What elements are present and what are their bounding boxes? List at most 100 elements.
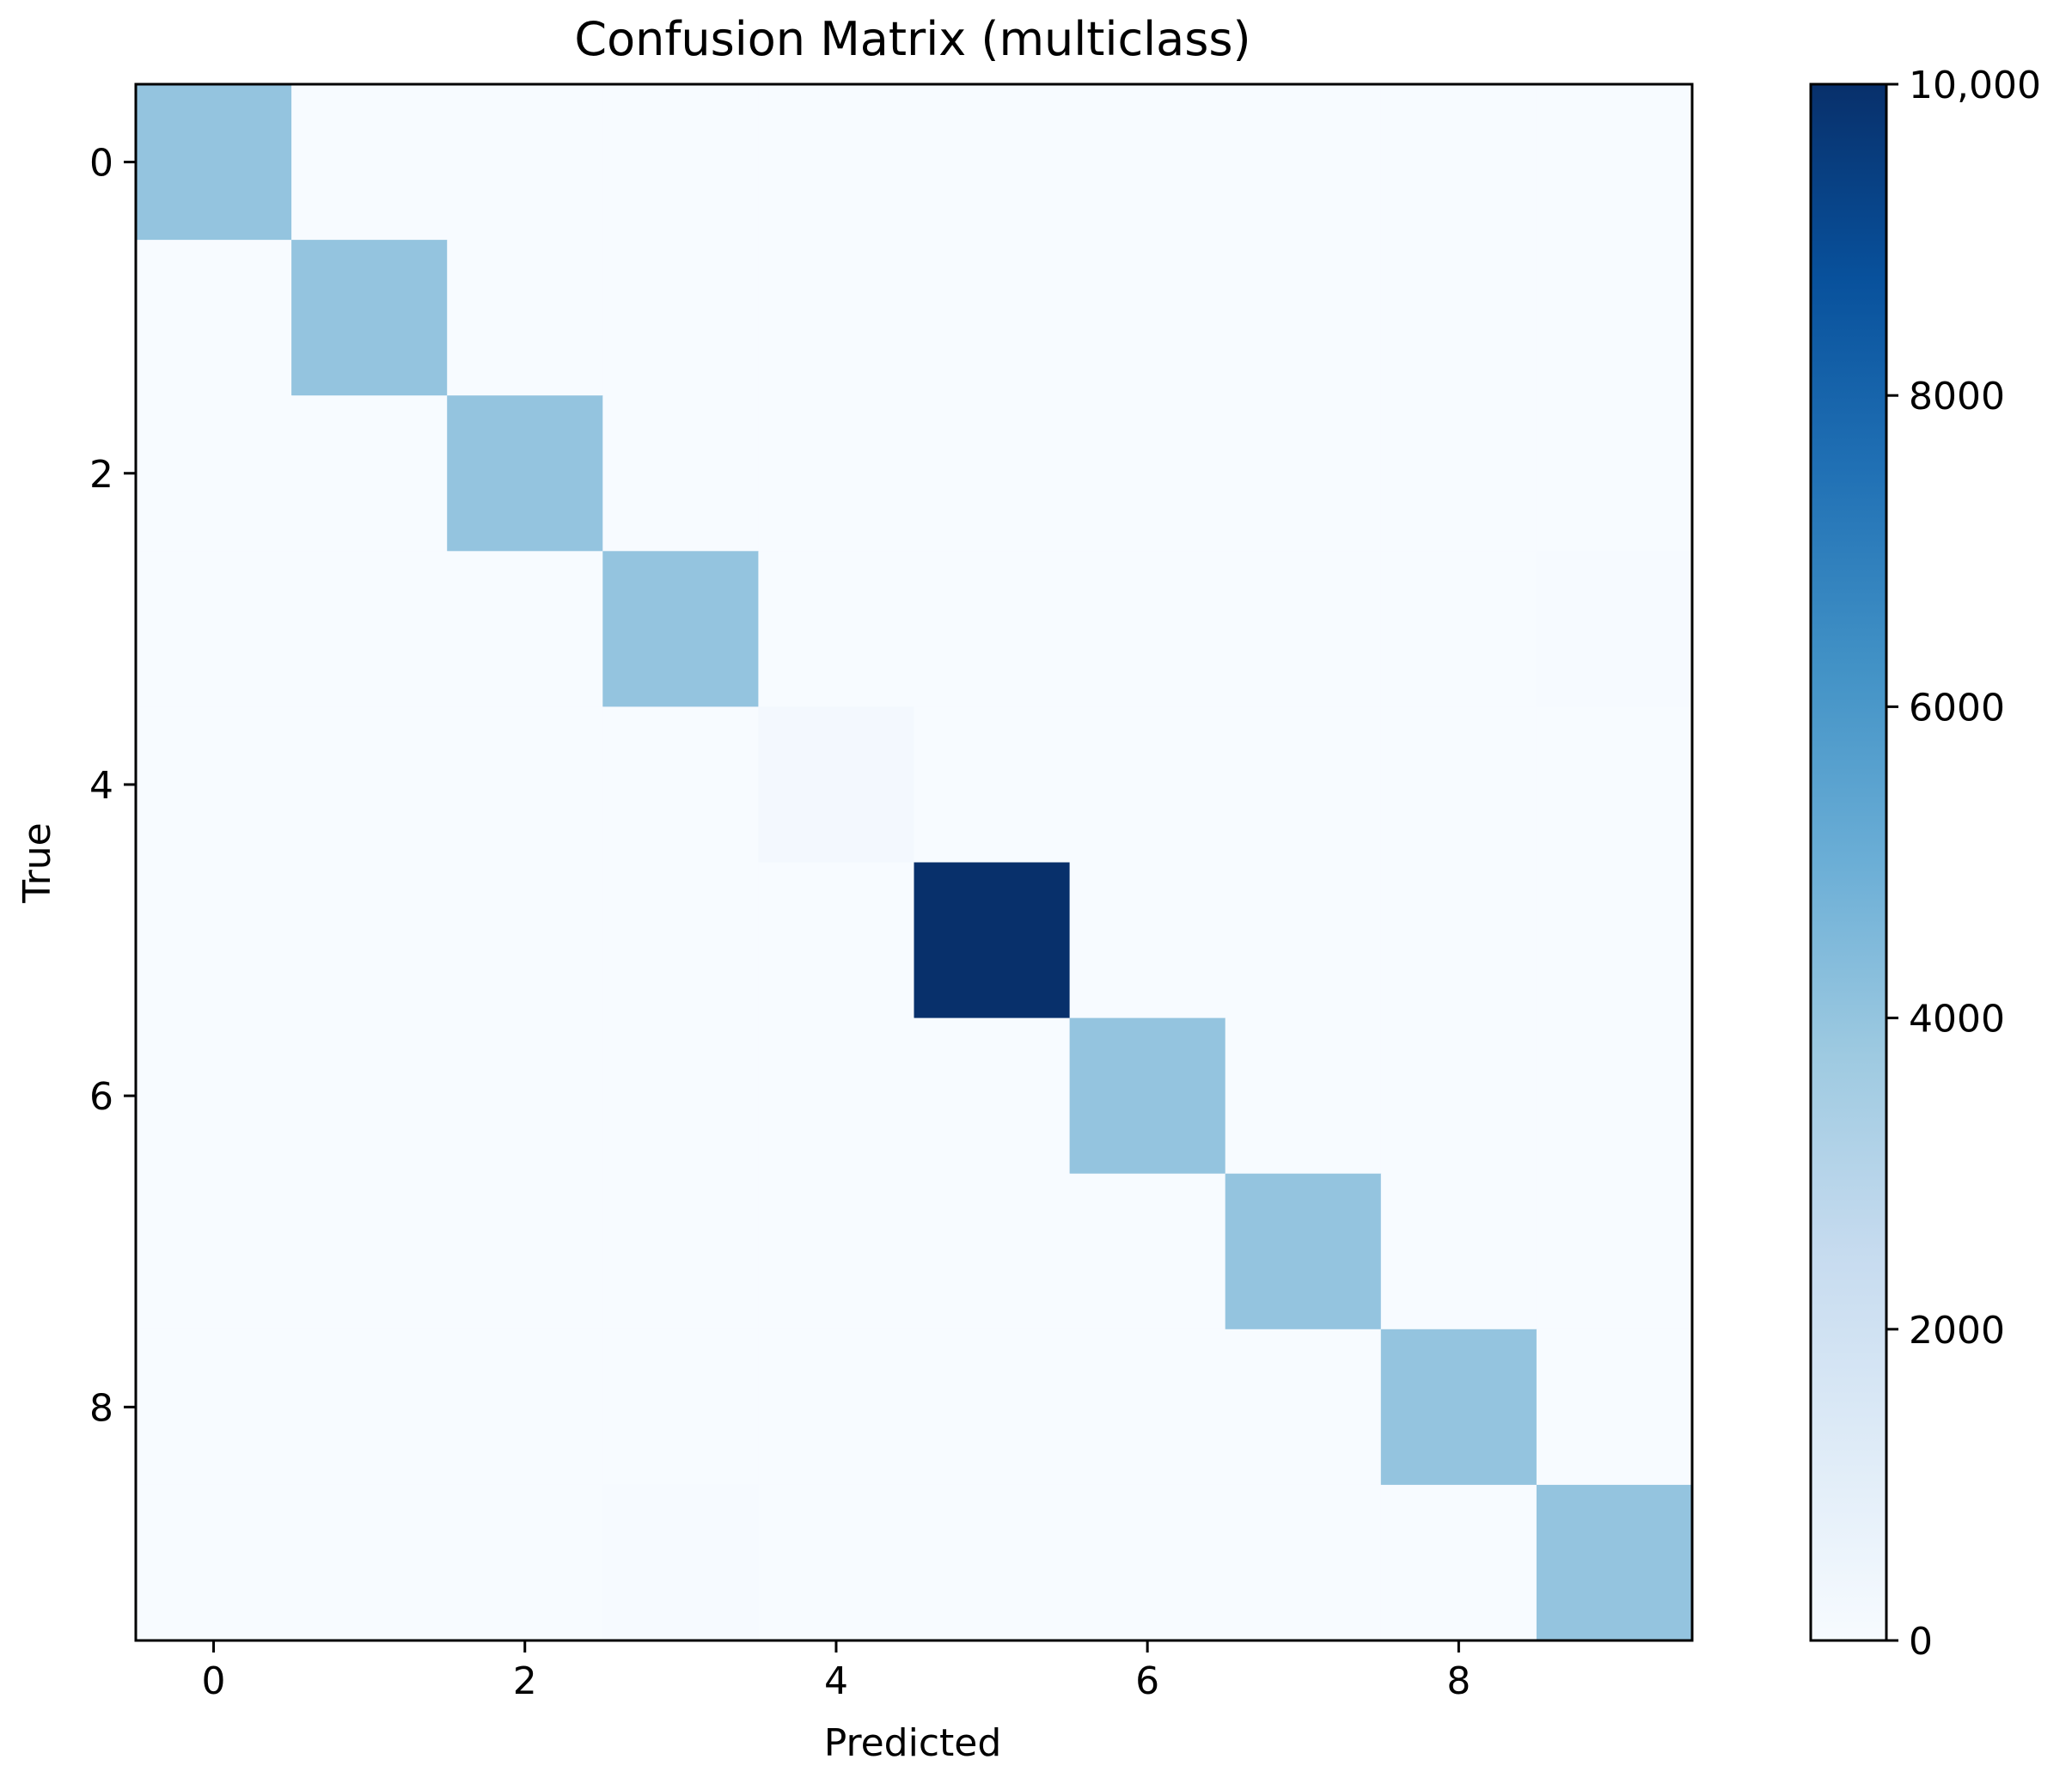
heatmap-cell-r7-c8 [1380, 1173, 1537, 1330]
heatmap-cells [136, 84, 1693, 1641]
heatmap-cell-r7-c7 [1225, 1173, 1382, 1330]
heatmap-cell-r1-c5 [914, 240, 1071, 396]
heatmap-cell-r8-c2 [447, 1329, 603, 1486]
heatmap-cell-r0-c1 [291, 84, 448, 241]
heatmap-cell-r0-c2 [447, 84, 603, 241]
heatmap-cell-r9-c1 [291, 1484, 448, 1641]
heatmap-cell-r8-c3 [602, 1329, 759, 1486]
heatmap-cell-r0-c8 [1380, 84, 1537, 241]
heatmap-cell-r6-c9 [1536, 1017, 1693, 1175]
heatmap-cell-r4-c3 [602, 706, 759, 864]
y-axis-label: True [15, 822, 59, 903]
heatmap-cell-r8-c8 [1380, 1329, 1537, 1486]
heatmap-cell-r9-c0 [136, 1484, 292, 1641]
heatmap-cell-r5-c3 [602, 862, 759, 1019]
heatmap-cell-r6-c6 [1069, 1017, 1226, 1175]
y-axis-ticks: 0 2 4 6 8 [89, 142, 136, 1430]
heatmap-cell-r4-c1 [291, 706, 448, 864]
y-tick-label: 4 [89, 764, 113, 808]
colorbar-tick-label: 10,000 [1909, 64, 2041, 107]
heatmap-cell-r9-c4 [758, 1484, 915, 1641]
heatmap-cell-r7-c2 [447, 1173, 603, 1330]
heatmap-cell-r7-c4 [758, 1173, 915, 1330]
heatmap-cell-r8-c0 [136, 1329, 292, 1486]
plot-frame [134, 82, 1694, 1642]
heatmap-cell-r1-c1 [291, 240, 448, 396]
heatmap-cell-r7-c6 [1069, 1173, 1226, 1330]
x-tick-label: 6 [1135, 1659, 1159, 1703]
heatmap-cell-r3-c1 [291, 551, 448, 707]
heatmap-cell-r5-c4 [758, 862, 915, 1019]
heatmap-cell-r7-c0 [136, 1173, 292, 1330]
heatmap-cell-r8-c9 [1536, 1329, 1693, 1486]
heatmap-cell-r2-c7 [1225, 395, 1382, 552]
heatmap-cell-r7-c9 [1536, 1173, 1693, 1330]
heatmap-cell-r1-c9 [1536, 240, 1693, 396]
heatmap-cell-r3-c6 [1069, 551, 1226, 707]
heatmap-cell-r9-c5 [914, 1484, 1071, 1641]
heatmap-cell-r6-c7 [1225, 1017, 1382, 1175]
heatmap-cell-r2-c1 [291, 395, 448, 552]
heatmap-cell-r4-c4 [758, 706, 915, 864]
heatmap-cell-r4-c0 [136, 706, 292, 864]
heatmap-cell-r4-c6 [1069, 706, 1226, 864]
colorbar-ticks: 0 2000 4000 6000 8000 10,000 [1886, 64, 2041, 1664]
heatmap-cell-r3-c7 [1225, 551, 1382, 707]
heatmap-cell-r0-c7 [1225, 84, 1382, 241]
heatmap-cell-r4-c5 [914, 706, 1071, 864]
heatmap-cell-r2-c3 [602, 395, 759, 552]
heatmap-cell-r7-c5 [914, 1173, 1071, 1330]
heatmap-cell-r5-c7 [1225, 862, 1382, 1019]
heatmap-cell-r6-c3 [602, 1017, 759, 1175]
heatmap-cell-r5-c1 [291, 862, 448, 1019]
heatmap-cell-r2-c4 [758, 395, 915, 552]
heatmap-cell-r1-c3 [602, 240, 759, 396]
heatmap-cell-r0-c4 [758, 84, 915, 241]
heatmap-cell-r9-c2 [447, 1484, 603, 1641]
colorbar-tick-label: 0 [1909, 1620, 1933, 1664]
heatmap-cell-r5-c9 [1536, 862, 1693, 1019]
x-tick-label: 0 [202, 1659, 226, 1703]
colorbar-tick-label: 4000 [1909, 998, 2005, 1042]
heatmap-cell-r7-c1 [291, 1173, 448, 1330]
heatmap-cell-r9-c9 [1536, 1484, 1693, 1641]
heatmap-cell-r1-c2 [447, 240, 603, 396]
heatmap-cell-r3-c3 [602, 551, 759, 707]
y-tick-label: 8 [89, 1386, 113, 1430]
heatmap-cell-r2-c6 [1069, 395, 1226, 552]
y-tick-label: 0 [89, 142, 113, 186]
heatmap-cell-r5-c2 [447, 862, 603, 1019]
x-axis-label: Predicted [824, 1721, 1002, 1765]
heatmap-cell-r9-c7 [1225, 1484, 1382, 1641]
heatmap-cell-r4-c7 [1225, 706, 1382, 864]
heatmap-cell-r3-c0 [136, 551, 292, 707]
colorbar [1809, 82, 1888, 1642]
heatmap-cell-r0-c0 [136, 84, 292, 241]
heatmap-cell-r7-c3 [602, 1173, 759, 1330]
heatmap-cell-r3-c4 [758, 551, 915, 707]
y-tick-label: 6 [89, 1075, 113, 1119]
heatmap-cell-r6-c5 [914, 1017, 1071, 1175]
colorbar-tick-label: 2000 [1909, 1309, 2005, 1353]
heatmap-cell-r9-c8 [1380, 1484, 1537, 1641]
heatmap-cell-r1-c0 [136, 240, 292, 396]
heatmap-cell-r5-c5 [914, 862, 1071, 1019]
heatmap-cell-r6-c4 [758, 1017, 915, 1175]
heatmap-cell-r3-c8 [1380, 551, 1537, 707]
heatmap-cell-r8-c4 [758, 1329, 915, 1486]
heatmap-cell-r4-c9 [1536, 706, 1693, 864]
heatmap-cell-r3-c5 [914, 551, 1071, 707]
x-tick-label: 8 [1446, 1659, 1470, 1703]
chart-title: Confusion Matrix (multiclass) [574, 12, 1250, 66]
heatmap-cell-r1-c7 [1225, 240, 1382, 396]
heatmap-cell-r0-c6 [1069, 84, 1226, 241]
heatmap-cell-r4-c2 [447, 706, 603, 864]
heatmap-cell-r8-c6 [1069, 1329, 1226, 1486]
colorbar-tick-label: 6000 [1909, 686, 2005, 730]
x-tick-label: 4 [824, 1659, 848, 1703]
heatmap-cell-r9-c6 [1069, 1484, 1226, 1641]
heatmap-cell-r8-c5 [914, 1329, 1071, 1486]
heatmap-cell-r2-c2 [447, 395, 603, 552]
